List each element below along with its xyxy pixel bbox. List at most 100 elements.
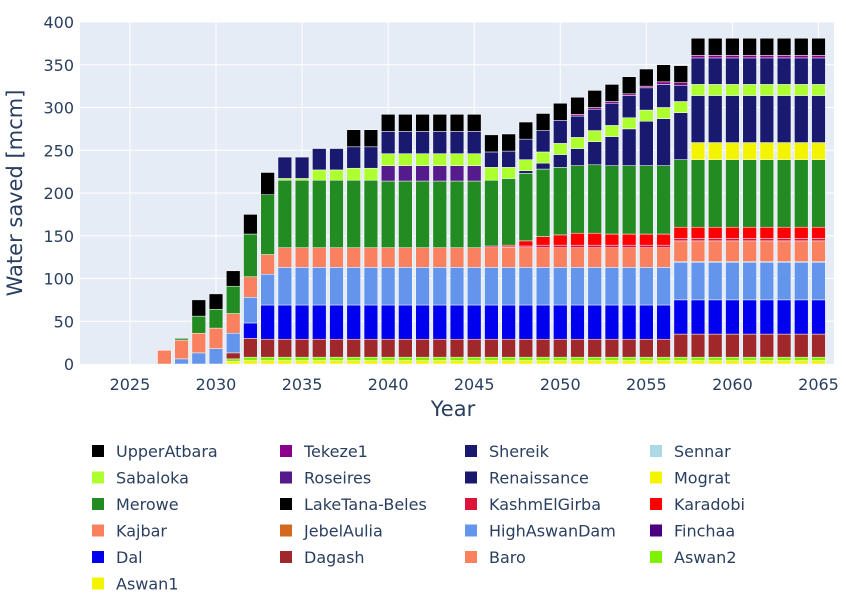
bar-aswan1-2055 [639,360,654,365]
bar-dagash-2040 [381,338,396,358]
bar-merowe-2040 [381,180,396,248]
bar-shereik-2059 [708,57,723,85]
bar-upperatbara-2062 [759,37,774,56]
bar-dagash-2045 [467,338,482,358]
bar-sabaloka-2053 [604,125,620,137]
bar-roseires-2042 [415,165,430,182]
legend-item-roseires[interactable]: Roseires [280,469,371,488]
legend-label: UpperAtbara [116,442,218,461]
bar-kajbar-2050 [553,247,568,268]
bar-highaswandam-2033 [260,273,275,306]
legend-item-dal[interactable]: Dal [92,548,143,567]
bar-renaissance-2050 [553,154,568,168]
bar-merowe-2052 [587,164,602,234]
bar-aswan1-2065 [811,360,826,365]
x-tick-label: 2040 [368,375,409,394]
bar-upperatbara-2031 [226,270,241,287]
bar-highaswandam-2053 [604,267,620,306]
bar-dal-2037 [329,304,344,340]
bar-renaissance-2053 [604,136,620,166]
bar-sabaloka-2051 [570,137,585,149]
legend-item-shereik[interactable]: Shereik [465,442,550,461]
legend-item-upperatbara[interactable]: UpperAtbara [92,442,218,461]
bar-upperatbara-2050 [553,102,568,121]
bar-shereik-2057 [673,85,688,102]
bar-aswan2-2041 [398,356,413,361]
legend-item-aswan2[interactable]: Aswan2 [650,548,737,567]
y-tick-labels: 0 50 100 150 200 250 300 350 400 [43,13,74,374]
bar-karadobi-2054 [622,233,637,246]
bar-kajbar-2061 [742,240,757,262]
bar-kashmelgirba-2049 [535,244,551,248]
bar-shereik-2049 [535,130,551,153]
legend-item-baro[interactable]: Baro [465,548,526,567]
bar-merowe-2034 [277,179,292,248]
bar-merowe-2047 [501,178,516,246]
legend-swatch [280,524,292,537]
x-tick-label: 2060 [712,375,753,394]
legend-item-mograt[interactable]: Mograt [650,469,730,488]
legend-item-merowe[interactable]: Merowe [92,495,179,514]
legend-item-jebelaulia[interactable]: JebelAulia [280,522,383,541]
legend-item-kashmelgirba[interactable]: KashmElGirba [465,495,601,514]
legend-swatch [650,471,662,484]
legend-item-karadobi[interactable]: Karadobi [650,495,745,514]
bar-tekeze1-2062 [759,55,774,59]
bar-merowe-2053 [604,165,620,235]
bar-sabaloka-2049 [535,151,551,164]
legend-item-highaswandam[interactable]: HighAswanDam [465,522,616,541]
legend-item-renaissance[interactable]: Renaissance [465,469,589,488]
legend-item-sabaloka[interactable]: Sabaloka [92,469,189,488]
bar-dagash-2054 [622,338,637,358]
bar-aswan2-2038 [346,356,361,361]
bar-aswan1-2041 [398,360,413,365]
bar-aswan2-2037 [329,356,344,361]
bar-kajbar-2032 [243,276,258,298]
bar-aswan1-2062 [759,360,774,365]
bar-merowe-2036 [312,179,327,248]
bar-karadobi-2055 [639,233,654,246]
bar-kajbar-2058 [690,240,706,262]
bar-aswan2-2047 [501,356,516,361]
bar-sabaloka-2035 [294,178,310,181]
bar-merowe-2063 [776,159,792,228]
bar-highaswandam-2036 [312,267,327,306]
bar-kajbar-2057 [673,240,688,262]
legend-item-kajbar[interactable]: Kajbar [92,522,167,541]
bar-aswan1-2063 [776,360,792,365]
legend-item-sennar[interactable]: Sennar [650,442,731,461]
legend[interactable]: UpperAtbara Tekeze1 Shereik Sennar Sabaloka R… [92,442,745,594]
bar-dal-2053 [604,304,620,340]
x-tick-label: 2055 [626,375,667,394]
bars [157,37,826,365]
legend-item-tekeze1[interactable]: Tekeze1 [280,442,368,461]
bar-highaswandam-2049 [535,267,551,306]
bar-karadobi-2065 [811,226,826,239]
x-tick-label: 2025 [110,375,151,394]
legend-item-dagash[interactable]: Dagash [280,548,365,567]
bar-aswan2-2036 [312,356,327,361]
legend-label: Roseires [304,469,371,488]
bar-roseires-2041 [398,165,413,182]
bar-aswan1-2057 [673,360,688,365]
legend-item-aswan1[interactable]: Aswan1 [92,575,179,594]
bar-aswan2-2056 [656,356,671,361]
bar-aswan1-2046 [484,360,499,365]
bar-aswan2-2055 [639,356,654,361]
legend-item-finchaa[interactable]: Finchaa [650,522,735,541]
legend-item-laketana-beles[interactable]: LakeTana-Beles [280,495,427,514]
bar-upperatbara-2059 [708,37,723,56]
bar-tekeze1-2061 [742,55,757,59]
bar-aswan2-2053 [604,356,620,361]
bar-renaissance-2052 [587,141,602,166]
bar-kajbar-2055 [639,247,654,268]
bar-kajbar-2064 [794,240,809,262]
bar-merowe-2042 [415,180,430,248]
legend-swatch [92,498,104,510]
bar-kashmelgirba-2048 [518,245,533,248]
bar-highaswandam-2059 [708,262,723,301]
bar-dagash-2033 [260,338,275,358]
legend-swatch [650,524,662,537]
bar-kashmelgirba-2060 [725,238,740,242]
bar-shereik-2061 [742,57,757,85]
